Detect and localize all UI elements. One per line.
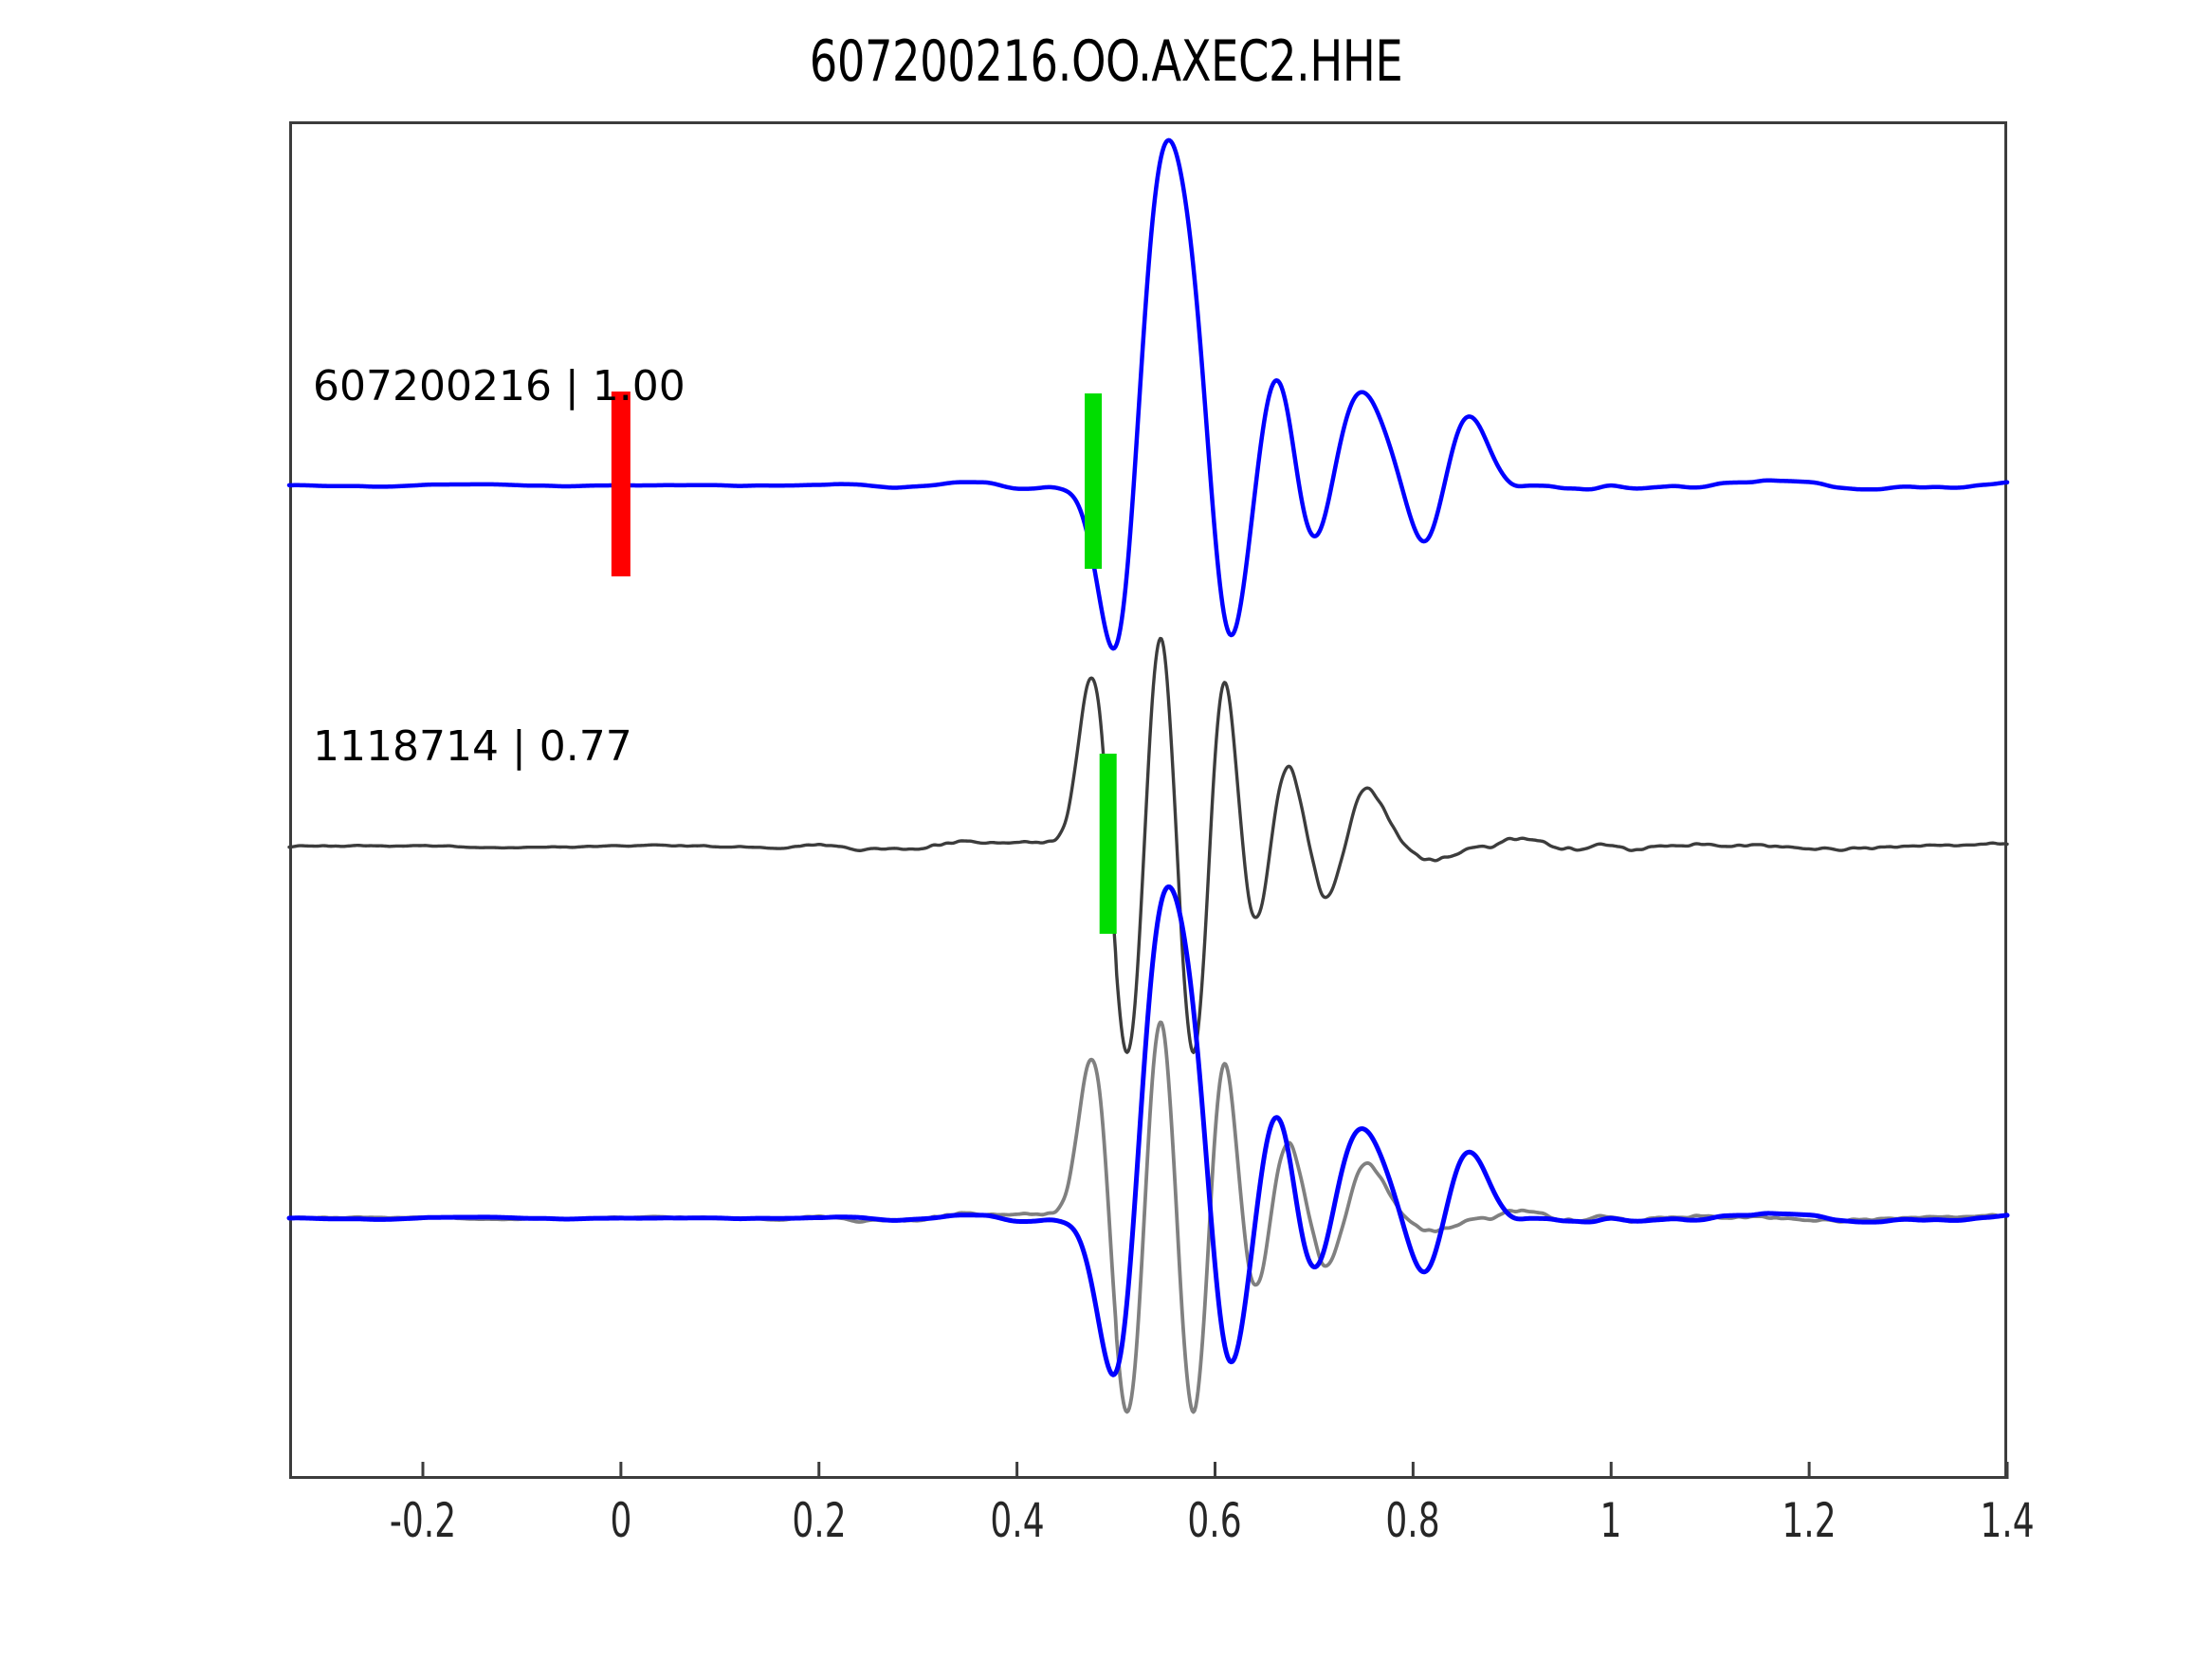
x-axis-ticks — [421, 1462, 2009, 1479]
x-tick-label: 1 — [1600, 1493, 1622, 1548]
trace-label-1118714: 1118714 | 0.77 — [313, 722, 632, 771]
x-tick-label: 1.2 — [1782, 1493, 1837, 1548]
s-pick-marker-trace2 — [1099, 754, 1117, 934]
trace-label-607200216: 607200216 | 1.00 — [313, 362, 686, 410]
x-axis-tick-labels: -0.2 0 0.2 0.4 0.6 0.8 1 1.2 1.4 — [0, 1493, 2212, 1569]
x-tick-label: 0.6 — [1187, 1493, 1243, 1548]
x-tick-label: 0.2 — [792, 1493, 847, 1548]
trace-1118714 — [287, 636, 2009, 1054]
s-pick-marker-trace1 — [1085, 393, 1103, 569]
trace-607200216 — [286, 137, 2010, 651]
x-tick-label: -0.2 — [389, 1493, 457, 1548]
x-tick-label: 1.4 — [1980, 1493, 2035, 1548]
plot-frame — [289, 121, 2007, 1479]
page-title: 607200216.OO.AXEC2.HHE — [809, 28, 1403, 95]
x-tick-label: 0.8 — [1385, 1493, 1440, 1548]
x-tick-label: 0 — [610, 1493, 632, 1548]
x-tick-label: 0.4 — [990, 1493, 1045, 1548]
p-pick-marker — [611, 392, 631, 576]
overlay-trace-blue — [286, 884, 2010, 1377]
